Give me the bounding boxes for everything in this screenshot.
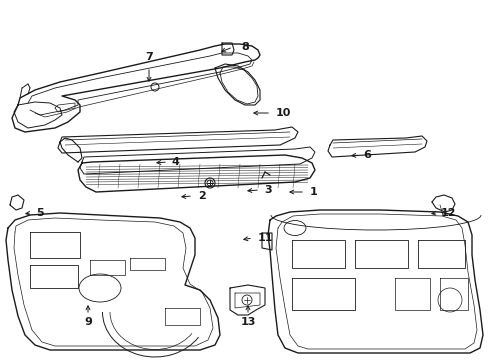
Text: 4: 4 bbox=[172, 157, 180, 167]
Text: 11: 11 bbox=[258, 233, 273, 243]
Text: 9: 9 bbox=[84, 317, 92, 327]
Text: 13: 13 bbox=[240, 317, 255, 327]
Text: 2: 2 bbox=[198, 191, 205, 201]
Text: 7: 7 bbox=[145, 52, 153, 62]
Text: 12: 12 bbox=[440, 208, 456, 218]
Polygon shape bbox=[222, 43, 234, 55]
Text: 5: 5 bbox=[36, 208, 43, 218]
Text: 1: 1 bbox=[309, 187, 317, 197]
Text: 8: 8 bbox=[241, 42, 248, 52]
Text: 3: 3 bbox=[264, 185, 271, 195]
Text: 10: 10 bbox=[275, 108, 291, 118]
Text: 6: 6 bbox=[362, 150, 370, 160]
